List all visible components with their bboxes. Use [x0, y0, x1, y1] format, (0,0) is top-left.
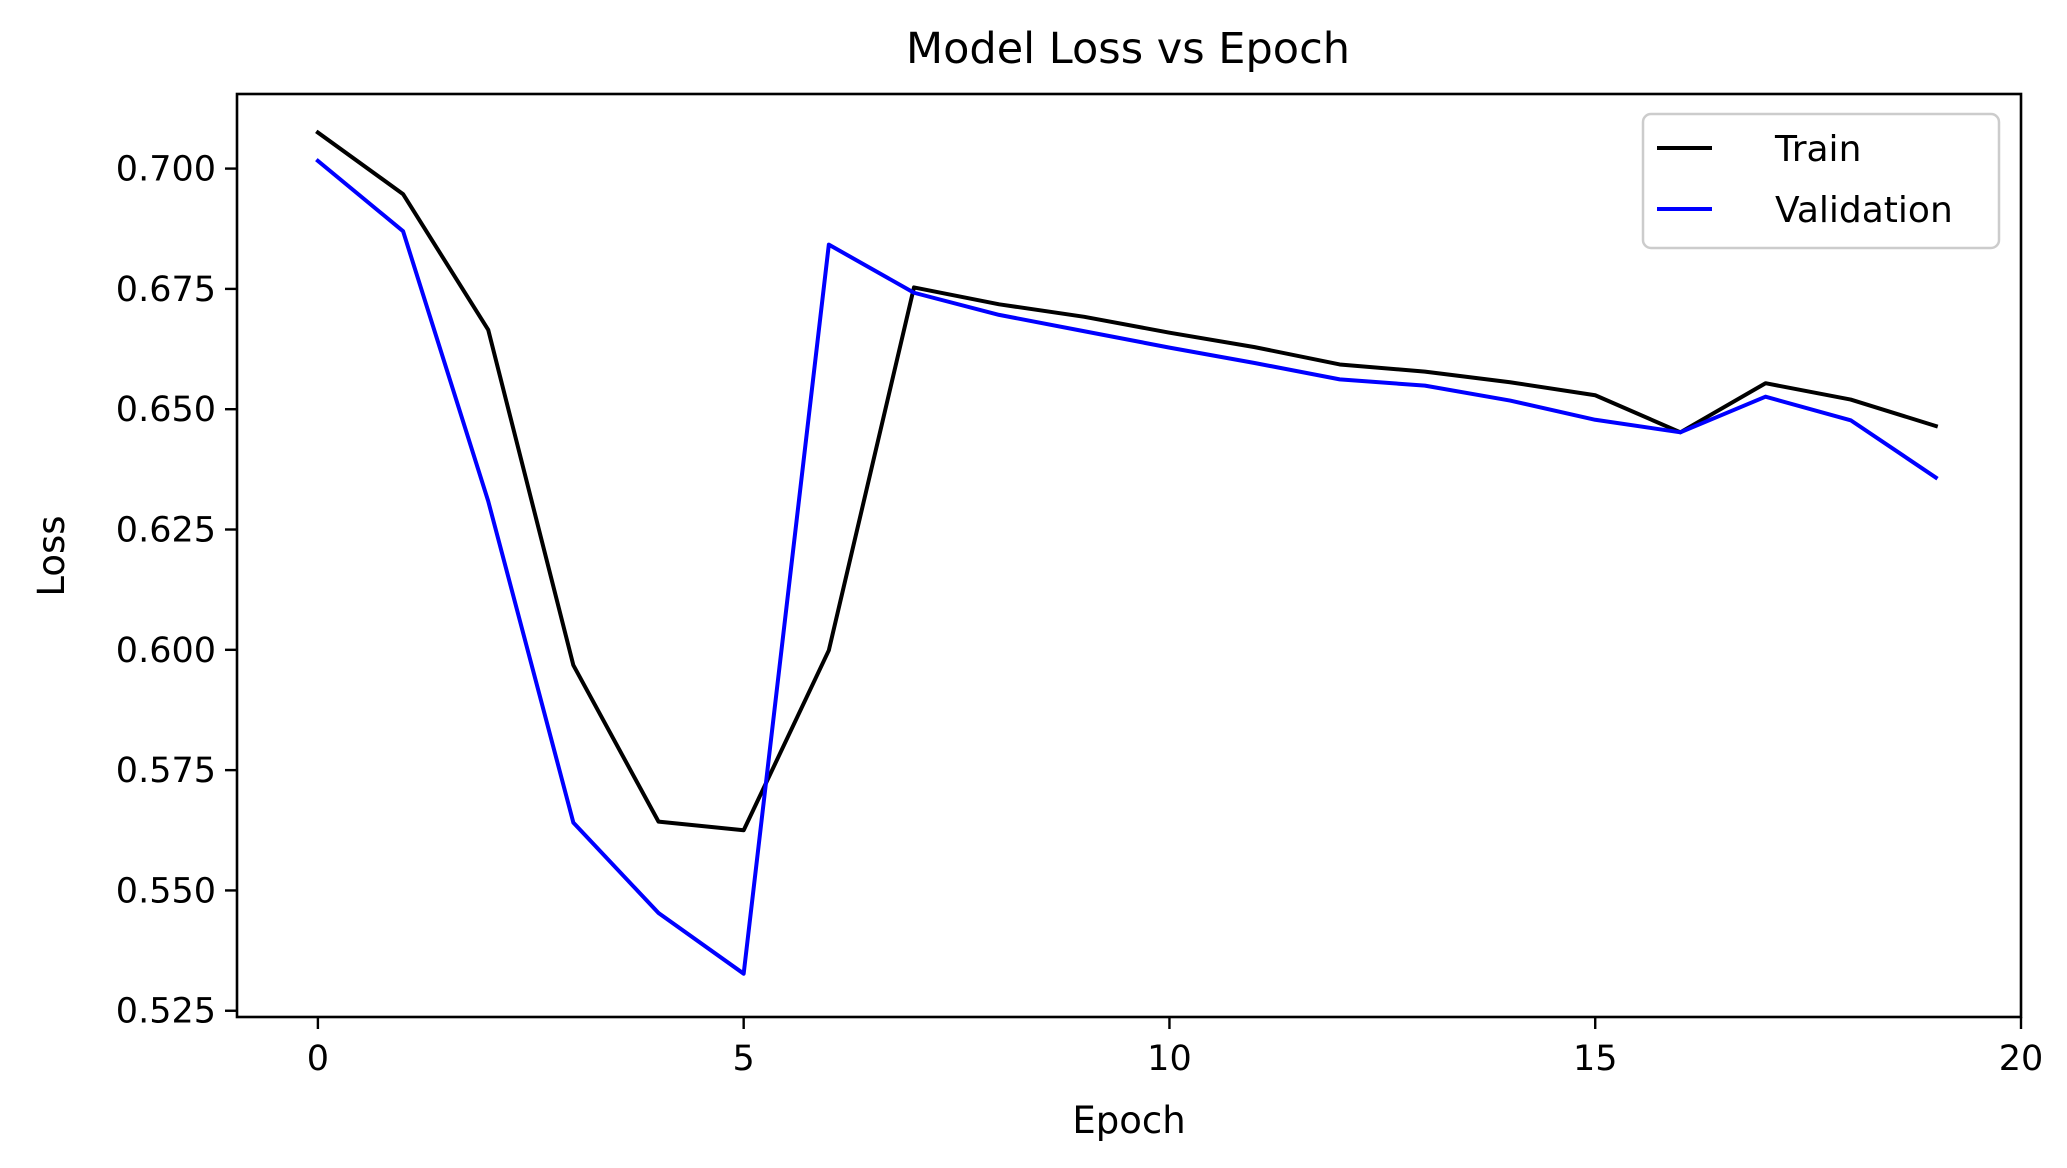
x-tick-label: 10 — [1147, 1039, 1192, 1079]
y-tick-label: 0.700 — [116, 150, 216, 190]
y-axis: 0.525 0.550 0.575 0.600 0.625 0.650 0.675 0.700 — [116, 150, 237, 1032]
y-tick-label: 0.650 — [116, 390, 216, 430]
x-tick-label: 15 — [1573, 1039, 1618, 1079]
plot-frame — [235, 92, 2023, 1019]
x-tick-label: 0 — [307, 1039, 329, 1079]
x-axis-label: Epoch — [1072, 1099, 1185, 1142]
series-line-validation — [315, 158, 1939, 976]
y-tick-label: 0.675 — [116, 270, 216, 310]
legend-box — [1641, 112, 2001, 250]
series-layer — [315, 129, 1939, 976]
y-tick-label: 0.525 — [116, 992, 216, 1032]
y-tick-label: 0.550 — [116, 871, 216, 911]
legend-items: Train Validation — [1657, 129, 1953, 231]
y-tick-label: 0.600 — [116, 631, 216, 671]
legend-label-train: Train — [1774, 129, 1861, 170]
x-axis: 0 5 10 15 20 — [307, 1017, 2044, 1079]
chart-title: Model Loss vs Epoch — [906, 24, 1350, 74]
y-tick-label: 0.575 — [116, 751, 216, 791]
legend-label-validation: Validation — [1775, 190, 1953, 231]
y-tick-label: 0.625 — [116, 511, 216, 551]
x-tick-label: 5 — [733, 1039, 755, 1079]
x-tick-label: 20 — [1999, 1039, 2044, 1079]
series-line-train — [315, 129, 1939, 833]
legend: Train Validation — [1641, 112, 2001, 250]
y-axis-label: Loss — [30, 515, 73, 596]
plot-area — [235, 92, 2023, 1019]
